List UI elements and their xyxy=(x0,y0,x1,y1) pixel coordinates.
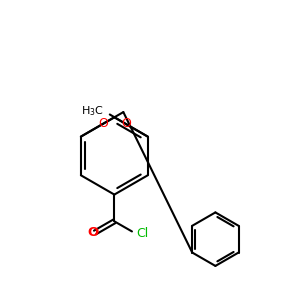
Text: O: O xyxy=(98,118,108,130)
Text: Cl: Cl xyxy=(136,227,149,240)
Text: O: O xyxy=(121,118,131,130)
Text: O: O xyxy=(87,226,98,239)
Text: H$_3$C: H$_3$C xyxy=(81,105,104,118)
